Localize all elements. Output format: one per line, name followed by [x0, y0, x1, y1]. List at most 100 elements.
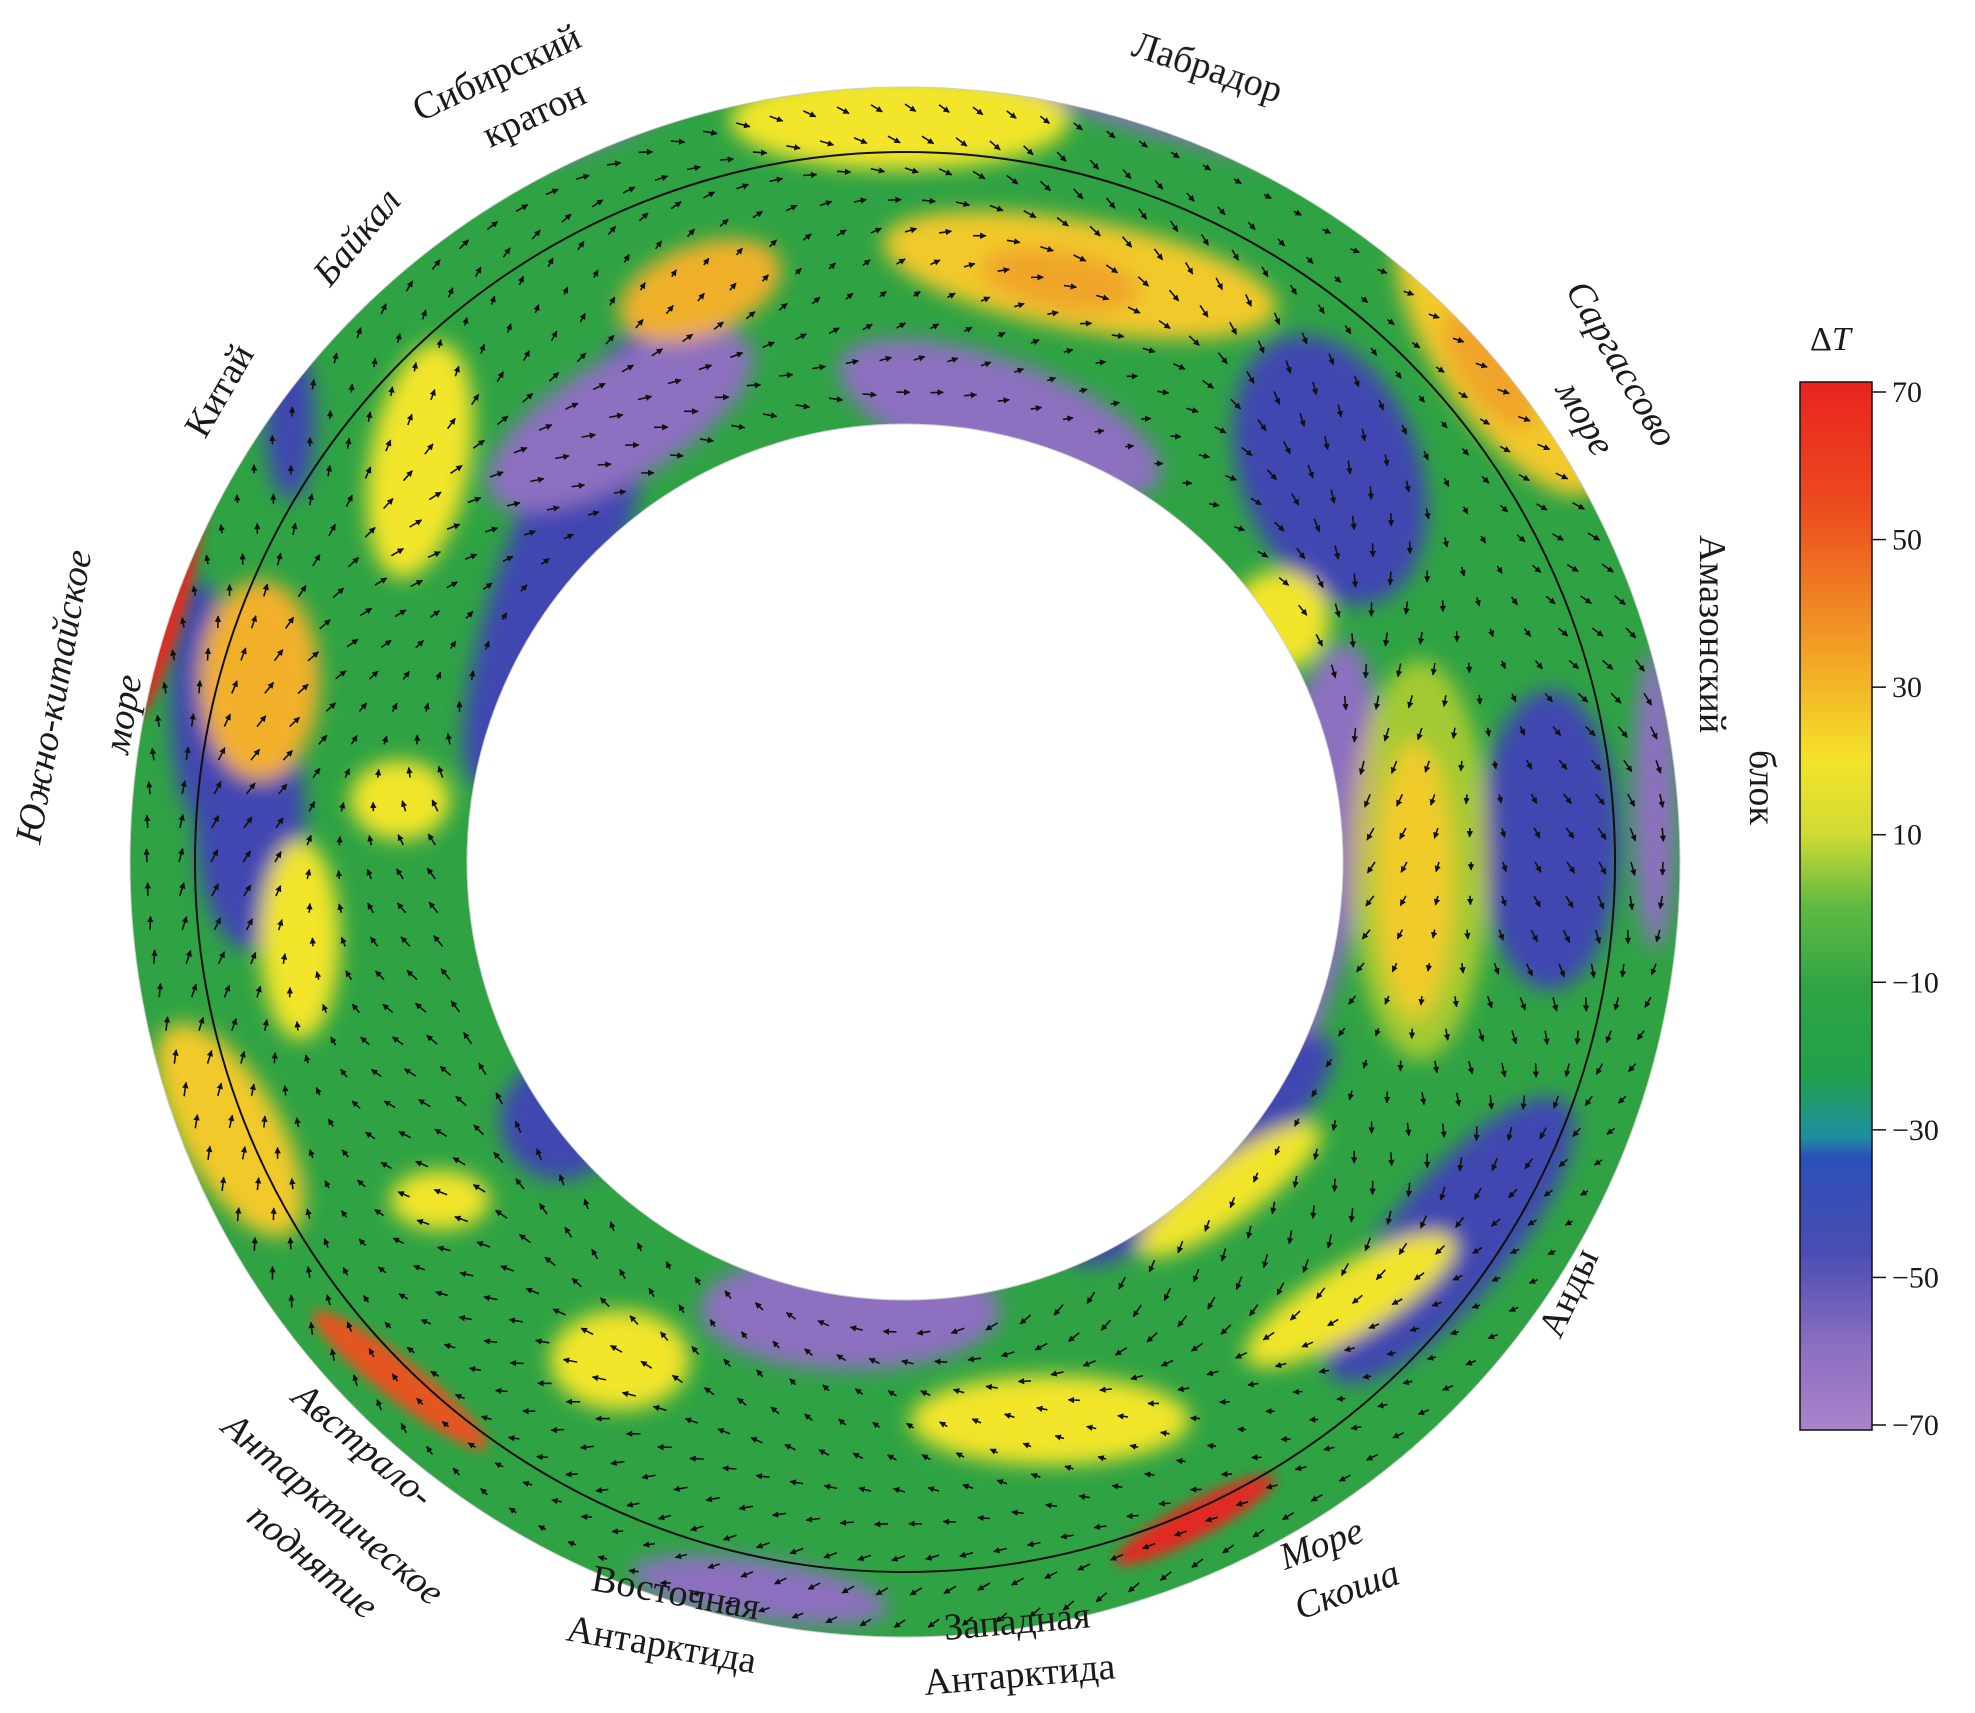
velocity-arrow [1106, 130, 1116, 139]
velocity-arrow [868, 1357, 880, 1365]
velocity-arrow [1248, 1304, 1259, 1317]
velocity-arrow [896, 258, 906, 265]
velocity-arrow [1591, 627, 1604, 637]
colorbar-tick-label: −30 [1892, 1114, 1939, 1147]
velocity-arrow [515, 1178, 525, 1190]
velocity-arrow [626, 1501, 640, 1508]
velocity-arrow [1089, 159, 1100, 170]
velocity-arrow [621, 364, 634, 373]
velocity-arrow [496, 415, 509, 426]
velocity-arrow [1234, 1351, 1248, 1359]
velocity-arrow [1034, 1342, 1048, 1351]
velocity-arrow [925, 1554, 940, 1561]
velocity-arrow [638, 212, 649, 222]
velocity-arrow [705, 1495, 721, 1503]
velocity-arrow [804, 1413, 813, 1422]
velocity-arrow [1565, 827, 1575, 839]
velocity-arrow [396, 902, 407, 914]
velocity-arrow [531, 229, 541, 240]
velocity-arrow [1500, 895, 1507, 907]
velocity-arrow [1247, 221, 1256, 231]
velocity-arrow [1233, 177, 1242, 185]
velocity-arrow [637, 394, 653, 401]
velocity-arrow [1539, 1127, 1547, 1140]
velocity-arrow [339, 1068, 348, 1078]
velocity-arrow [1273, 391, 1281, 405]
velocity-arrow [264, 681, 275, 694]
velocity-arrow [1654, 929, 1662, 943]
velocity-arrow [1384, 995, 1391, 1005]
velocity-arrow [436, 339, 443, 348]
velocity-arrow [332, 587, 345, 599]
velocity-arrow [1416, 727, 1423, 741]
velocity-arrow [1281, 1512, 1295, 1521]
velocity-arrow [323, 1238, 330, 1248]
velocity-arrow [395, 868, 404, 880]
velocity-arrow [565, 1471, 578, 1478]
velocity-arrow [955, 137, 968, 147]
velocity-arrow [474, 266, 482, 278]
velocity-arrow [245, 918, 254, 931]
velocity-arrow [1407, 695, 1414, 709]
velocity-arrow [667, 378, 682, 385]
velocity-arrow [1306, 256, 1314, 264]
velocity-arrow [977, 1582, 991, 1591]
velocity-arrow [921, 1454, 931, 1461]
velocity-arrow [1170, 151, 1180, 159]
velocity-arrow [1577, 692, 1589, 703]
velocity-arrow [870, 227, 882, 234]
velocity-arrow [371, 357, 378, 368]
velocity-arrow [1347, 1090, 1355, 1101]
velocity-arrow [397, 834, 405, 846]
velocity-arrow [972, 170, 986, 180]
velocity-arrow [1593, 1159, 1603, 1166]
velocity-arrow [977, 1514, 991, 1522]
velocity-arrow [745, 310, 756, 320]
velocity-arrow [284, 616, 295, 629]
velocity-arrow [180, 780, 187, 795]
velocity-arrow [144, 814, 151, 829]
velocity-arrow [1395, 370, 1402, 379]
velocity-arrow [1598, 861, 1607, 875]
velocity-arrow [854, 1388, 864, 1395]
velocity-arrow [1428, 312, 1440, 319]
velocity-arrow [862, 259, 871, 267]
velocity-arrow [699, 436, 715, 444]
velocity-arrow [1657, 895, 1665, 910]
velocity-arrow [1217, 352, 1228, 365]
velocity-arrow [841, 1585, 855, 1594]
velocity-arrow [437, 1245, 451, 1252]
velocity-arrow [1534, 660, 1544, 670]
velocity-arrow [1278, 576, 1290, 586]
velocity-arrow [1659, 827, 1667, 842]
velocity-arrow [405, 280, 414, 292]
velocity-arrow [1222, 1544, 1235, 1554]
velocity-arrow [335, 869, 343, 879]
velocity-arrow [1184, 261, 1194, 275]
velocity-arrow [704, 1387, 715, 1396]
velocity-arrow [1597, 827, 1607, 840]
velocity-arrow [930, 323, 940, 330]
velocity-arrow [1030, 339, 1040, 346]
velocity-arrow [523, 350, 531, 361]
velocity-arrow [1418, 395, 1426, 403]
velocity-arrow [416, 1397, 424, 1406]
velocity-arrow [402, 470, 413, 482]
velocity-arrow [1614, 595, 1626, 606]
velocity-arrow [1014, 367, 1025, 374]
velocity-arrow [605, 334, 615, 345]
velocity-arrow [583, 1198, 590, 1210]
velocity-arrow [308, 1321, 315, 1335]
velocity-arrow [752, 149, 768, 156]
velocity-arrow [807, 1582, 821, 1590]
velocity-arrow [420, 309, 427, 320]
velocity-arrow [352, 1374, 359, 1387]
velocity-arrow [1262, 1254, 1269, 1269]
velocity-arrow [366, 868, 373, 880]
label-west-antarctica-line2: Антарктида [922, 1645, 1117, 1704]
velocity-arrow [891, 1555, 906, 1562]
velocity-arrow [1392, 1432, 1405, 1439]
velocity-arrow [1078, 1493, 1091, 1501]
velocity-arrow [494, 1387, 508, 1395]
velocity-arrow [433, 935, 444, 947]
